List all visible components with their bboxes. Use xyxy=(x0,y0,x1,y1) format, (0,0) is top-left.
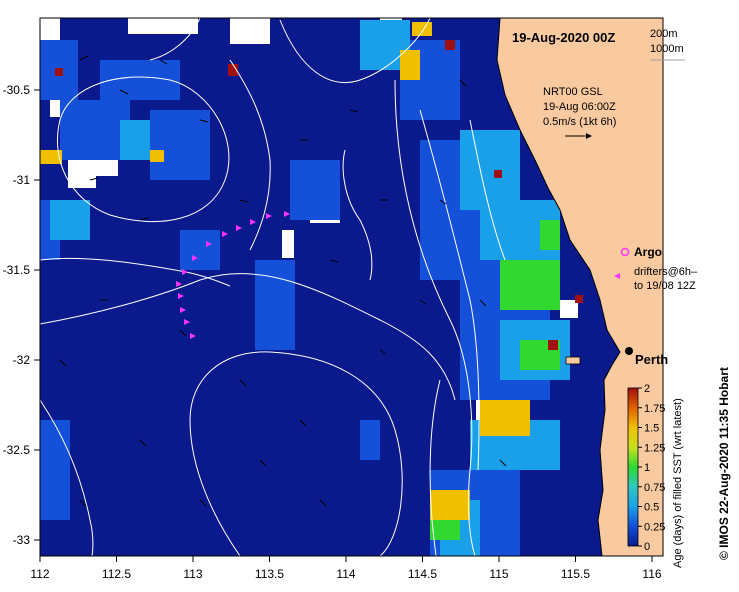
current-legend-arrow-icon xyxy=(565,133,592,139)
depth-legend-1000m: 1000m xyxy=(650,43,684,55)
coastline xyxy=(496,18,621,556)
colorbar-ticks: 0 0.25 0.5 0.75 1 1.25 1.5 1.75 2 xyxy=(638,383,665,553)
argo-marker-icon xyxy=(620,247,630,257)
contour-lines xyxy=(40,18,506,556)
map-frame xyxy=(39,17,664,557)
city-label: Perth xyxy=(635,352,668,367)
colorbar-tick-label: 0.25 xyxy=(644,521,665,533)
x-tick-label: 112.5 xyxy=(102,567,131,581)
sst-age-red-patches xyxy=(55,40,583,350)
credit-text: © IMOS 22-Aug-2020 11:35 Hobart xyxy=(717,367,731,560)
drifters-label-line-2: to 19/08 12Z xyxy=(634,280,696,292)
colorbar-tick-label: 2 xyxy=(644,383,650,395)
x-tick-label: 112 xyxy=(30,567,49,581)
y-axis: -30.5 -31 -31.5 -32 -32.5 -33 xyxy=(3,83,40,547)
x-axis: 112 112.5 113 113.5 114 114.5 115 115.5 116 xyxy=(30,556,662,581)
current-legend-line-2: 19-Aug 06:00Z xyxy=(543,101,616,113)
map-plot-area xyxy=(40,18,663,556)
current-legend-line-1: NRT00 GSL xyxy=(543,86,603,98)
perth-marker-icon xyxy=(625,347,633,355)
map-title: 19-Aug-2020 00Z xyxy=(512,30,615,45)
colorbar-title: Age (days) of filled SST (wrt latest) xyxy=(672,398,684,568)
colorbar-tick-label: 0.5 xyxy=(644,502,659,514)
y-tick-label: -32 xyxy=(13,353,31,367)
colorbar-tick-label: 1.25 xyxy=(644,442,665,454)
land-australia xyxy=(497,18,663,556)
drifter-track xyxy=(176,211,290,339)
y-tick-label: -31 xyxy=(13,173,31,187)
colorbar-tick-label: 1 xyxy=(644,462,650,474)
colorbar-tick-label: 1.5 xyxy=(644,423,659,435)
sst-age-yellow-patches xyxy=(40,22,530,520)
drifters-label-line-1: drifters@6h– xyxy=(634,266,698,278)
depth-legend-200m: 200m xyxy=(650,28,678,40)
drifter-marker-icon xyxy=(614,273,620,279)
x-tick-label: 115 xyxy=(489,567,508,581)
argo-label: Argo xyxy=(634,245,662,259)
rottnest-island xyxy=(565,356,581,365)
x-tick-label: 113 xyxy=(183,567,202,581)
x-tick-label: 115.5 xyxy=(561,567,590,581)
sst-age-green-patches xyxy=(430,220,560,540)
colorbar-tick-label: 1.75 xyxy=(644,403,665,415)
y-tick-label: -31.5 xyxy=(3,263,31,277)
colorbar-tick-label: 0 xyxy=(644,541,650,553)
x-tick-label: 116 xyxy=(642,567,661,581)
current-vectors xyxy=(59,55,507,507)
current-legend-line-3: 0.5m/s (1kt 6h) xyxy=(543,116,616,128)
y-tick-label: -32.5 xyxy=(3,443,31,457)
x-tick-label: 113.5 xyxy=(255,567,284,581)
y-tick-label: -33 xyxy=(13,533,31,547)
x-tick-label: 114 xyxy=(336,567,355,581)
colorbar-tick-label: 0.75 xyxy=(644,482,665,494)
colorbar xyxy=(627,387,639,547)
y-tick-label: -30.5 xyxy=(3,83,31,97)
x-tick-label: 114.5 xyxy=(408,567,437,581)
